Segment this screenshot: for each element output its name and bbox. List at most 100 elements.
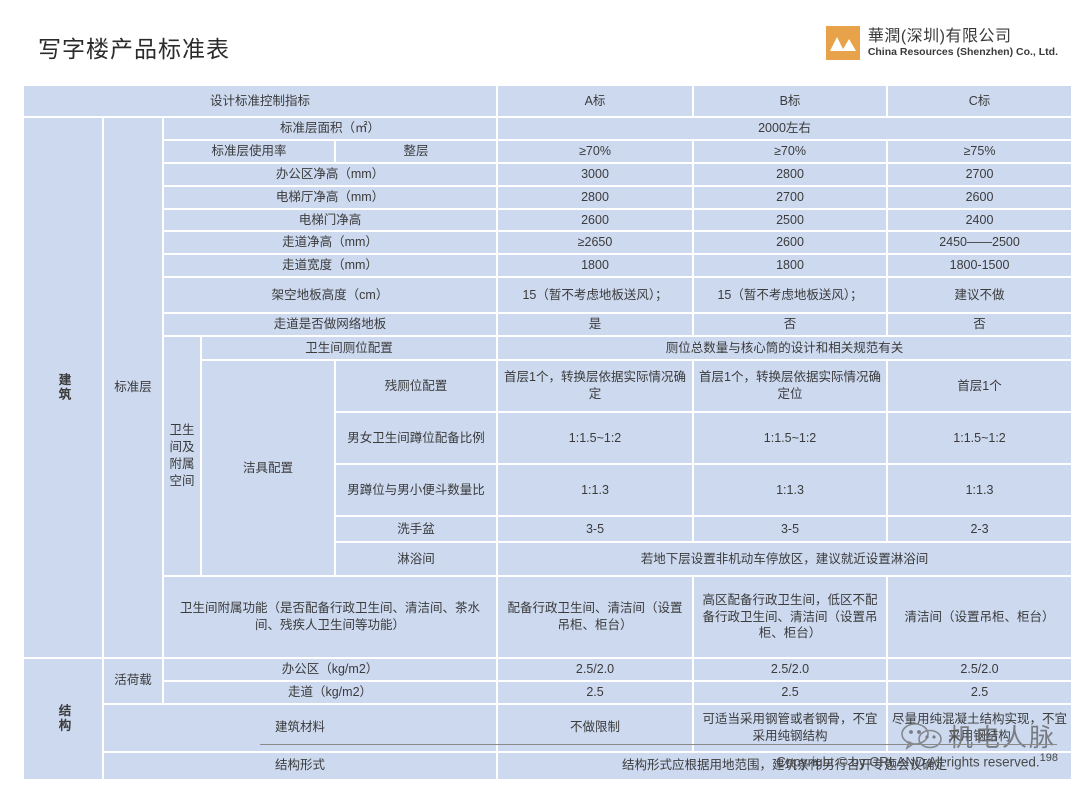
company-name-en: China Resources (Shenzhen) Co., Ltd. bbox=[867, 46, 1058, 59]
row-value-a: 1800 bbox=[498, 255, 693, 277]
row-value-c: 2400 bbox=[888, 209, 1072, 231]
row-value-a: 首层1个，转换层依据实际情况确定 bbox=[498, 361, 693, 411]
row-label: 电梯厅净高（mm） bbox=[164, 186, 497, 208]
table-row: 洗手盆 3-5 3-5 2-3 bbox=[24, 517, 1072, 541]
row-value-b: 2700 bbox=[694, 186, 887, 208]
mountain-icon bbox=[825, 26, 860, 60]
row-value-c: 2700 bbox=[888, 163, 1072, 185]
row-value-c: 首层1个 bbox=[888, 361, 1072, 411]
row-label: 洗手盆 bbox=[336, 517, 497, 541]
standards-table-wrapper: 设计标准控制指标 A标 B标 C标 建筑 标准层 标准层面积（㎡） 2000左右… bbox=[22, 84, 1072, 781]
row-label: 男蹲位与男小便斗数量比 bbox=[336, 465, 497, 515]
row-value-c: 建议不做 bbox=[888, 278, 1072, 313]
page-title: 写字楼产品标准表 bbox=[38, 36, 230, 62]
row-value-c: 清洁间（设置吊柜、柜台） bbox=[888, 577, 1072, 657]
table-row: 男女卫生间蹲位配备比例 1:1.5~1:2 1:1.5~1:2 1:1.5~1:… bbox=[24, 413, 1072, 463]
row-value-b: 2.5 bbox=[694, 681, 887, 703]
row-value-a: 2.5 bbox=[498, 681, 693, 703]
company-name-cn: 華潤(深圳)有限公司 bbox=[867, 27, 1012, 45]
table-row: 走道净高（mm） ≥2650 2600 2450——2500 bbox=[24, 232, 1072, 254]
table-row: 结构 活荷载 办公区（kg/m2） 2.5/2.0 2.5/2.0 2.5/2.… bbox=[24, 659, 1072, 779]
row-value-c: 否 bbox=[888, 314, 1072, 335]
row-value-c: 2.5 bbox=[888, 681, 1072, 703]
table-row: 走道宽度（mm） 1800 1800 1800-1500 bbox=[24, 255, 1072, 277]
row-value-a: 不做限制 bbox=[498, 704, 693, 751]
row-label: 办公区净高（mm） bbox=[164, 163, 497, 185]
row-label: 走道（kg/m2） bbox=[164, 681, 497, 703]
row-value-b: 2500 bbox=[694, 209, 887, 231]
table-row: 走道是否做网络地板 是 否 否 bbox=[24, 314, 1072, 335]
row-label: 建筑材料 bbox=[104, 704, 497, 751]
row-value-a: ≥70% bbox=[498, 140, 693, 162]
table-row: 办公区净高（mm） 3000 2800 2700 bbox=[24, 163, 1072, 185]
row-value-a: 配备行政卫生间、清洁间（设置吊柜、柜台） bbox=[498, 577, 693, 657]
table-row: 标准层使用率 整层 ≥70% ≥70% ≥75% bbox=[24, 140, 1072, 162]
row-sublabel: 整层 bbox=[336, 140, 497, 162]
row-label: 走道是否做网络地板 bbox=[164, 314, 497, 335]
row-label: 电梯门净高 bbox=[164, 209, 497, 231]
row-value-b: ≥70% bbox=[694, 140, 887, 162]
copyright-text: Copyright © by CRLAND All rights reserve… bbox=[776, 754, 1040, 770]
group-fixture-config: 洁具配置 bbox=[202, 361, 334, 575]
row-value-a: 2600 bbox=[498, 209, 693, 231]
row-label: 卫生间厕位配置 bbox=[202, 337, 497, 359]
row-value-c: 1:1.3 bbox=[888, 465, 1072, 515]
company-logo: 華潤(深圳)有限公司 China Resources (Shenzhen) Co… bbox=[825, 26, 1058, 60]
row-value-b: 2.5/2.0 bbox=[694, 659, 887, 680]
row-value-b: 2600 bbox=[694, 232, 887, 254]
group-live-load: 活荷载 bbox=[104, 659, 162, 703]
row-value-c: 2600 bbox=[888, 186, 1072, 208]
table-row: 洁具配置 残厕位配置 首层1个，转换层依据实际情况确定 首层1个，转换层依据实际… bbox=[24, 361, 1072, 575]
row-value-b: 首层1个，转换层依据实际情况确定位 bbox=[694, 361, 887, 411]
table-row: 男蹲位与男小便斗数量比 1:1.3 1:1.3 1:1.3 bbox=[24, 465, 1072, 515]
group-standard-floor: 标准层 bbox=[104, 118, 162, 657]
row-value-a: 3-5 bbox=[498, 517, 693, 541]
header-col-c: C标 bbox=[888, 86, 1072, 116]
table-row: 电梯门净高 2600 2500 2400 bbox=[24, 209, 1072, 231]
table-row: 电梯厅净高（mm） 2800 2700 2600 bbox=[24, 186, 1072, 208]
footer-divider bbox=[260, 744, 1057, 745]
row-value-all: 2000左右 bbox=[498, 118, 1072, 139]
row-label: 标准层使用率 bbox=[164, 140, 334, 162]
table-row: 卫生间及附属空间 卫生间厕位配置 厕位总数量与核心筒的设计和相关规范有关 bbox=[24, 337, 1072, 575]
row-label: 残厕位配置 bbox=[336, 361, 497, 411]
row-value-abc: 若地下层设置非机动车停放区，建议就近设置淋浴间 bbox=[498, 543, 1072, 575]
table-row: 走道（kg/m2） 2.5 2.5 2.5 bbox=[24, 681, 1072, 703]
row-value-b: 1:1.5~1:2 bbox=[694, 413, 887, 463]
row-value-b: 15（暂不考虑地板送风）； bbox=[694, 278, 887, 313]
table-row: 结构形式 结构形式应根据用地范围，建筑条件另行召开专题会议确定 bbox=[24, 752, 1072, 779]
row-value-c: 2-3 bbox=[888, 517, 1072, 541]
row-value-b: 可适当采用钢管或者钢骨，不宜采用纯钢结构 bbox=[694, 704, 887, 751]
row-value-b: 2800 bbox=[694, 163, 887, 185]
section-architecture: 建筑 bbox=[24, 118, 102, 657]
row-value-a: 3000 bbox=[498, 163, 693, 185]
header-col-a: A标 bbox=[498, 86, 693, 116]
row-value-abc: 厕位总数量与核心筒的设计和相关规范有关 bbox=[498, 337, 1072, 359]
header-indicator: 设计标准控制指标 bbox=[24, 86, 497, 116]
page-number: 198 bbox=[1039, 752, 1058, 764]
row-value-c: 2.5/2.0 bbox=[888, 659, 1072, 680]
row-value-b: 高区配备行政卫生间，低区不配备行政卫生间、清洁间（设置吊柜、柜台） bbox=[694, 577, 887, 657]
row-value-b: 3-5 bbox=[694, 517, 887, 541]
row-value-b: 1:1.3 bbox=[694, 465, 887, 515]
table-row: 架空地板高度（cm） 15（暂不考虑地板送风）； 15（暂不考虑地板送风）； 建… bbox=[24, 278, 1072, 313]
row-value-c: 1800-1500 bbox=[888, 255, 1072, 277]
row-value-a: ≥2650 bbox=[498, 232, 693, 254]
table-header-row: 设计标准控制指标 A标 B标 C标 bbox=[24, 86, 1072, 116]
row-label: 架空地板高度（cm） bbox=[164, 278, 497, 313]
row-value-abc: 结构形式应根据用地范围，建筑条件另行召开专题会议确定 bbox=[498, 752, 1072, 779]
row-label: 卫生间附属功能（是否配备行政卫生间、清洁间、茶水间、残疾人卫生间等功能） bbox=[164, 577, 497, 657]
group-toilet-space: 卫生间及附属空间 bbox=[164, 337, 200, 575]
table-row: 淋浴间 若地下层设置非机动车停放区，建议就近设置淋浴间 bbox=[24, 543, 1072, 575]
row-value-c: 1:1.5~1:2 bbox=[888, 413, 1072, 463]
row-label: 标准层面积（㎡） bbox=[164, 118, 497, 139]
table-row: 建筑 标准层 标准层面积（㎡） 2000左右 bbox=[24, 118, 1072, 657]
row-label: 走道净高（mm） bbox=[164, 232, 497, 254]
row-label: 办公区（kg/m2） bbox=[164, 659, 497, 680]
row-value-a: 1:1.5~1:2 bbox=[498, 413, 693, 463]
row-value-a: 是 bbox=[498, 314, 693, 335]
row-label: 走道宽度（mm） bbox=[164, 255, 497, 277]
standards-table: 设计标准控制指标 A标 B标 C标 建筑 标准层 标准层面积（㎡） 2000左右… bbox=[22, 84, 1073, 781]
copyright-notice: Copyright © by CRLAND All rights reserve… bbox=[776, 752, 1058, 770]
